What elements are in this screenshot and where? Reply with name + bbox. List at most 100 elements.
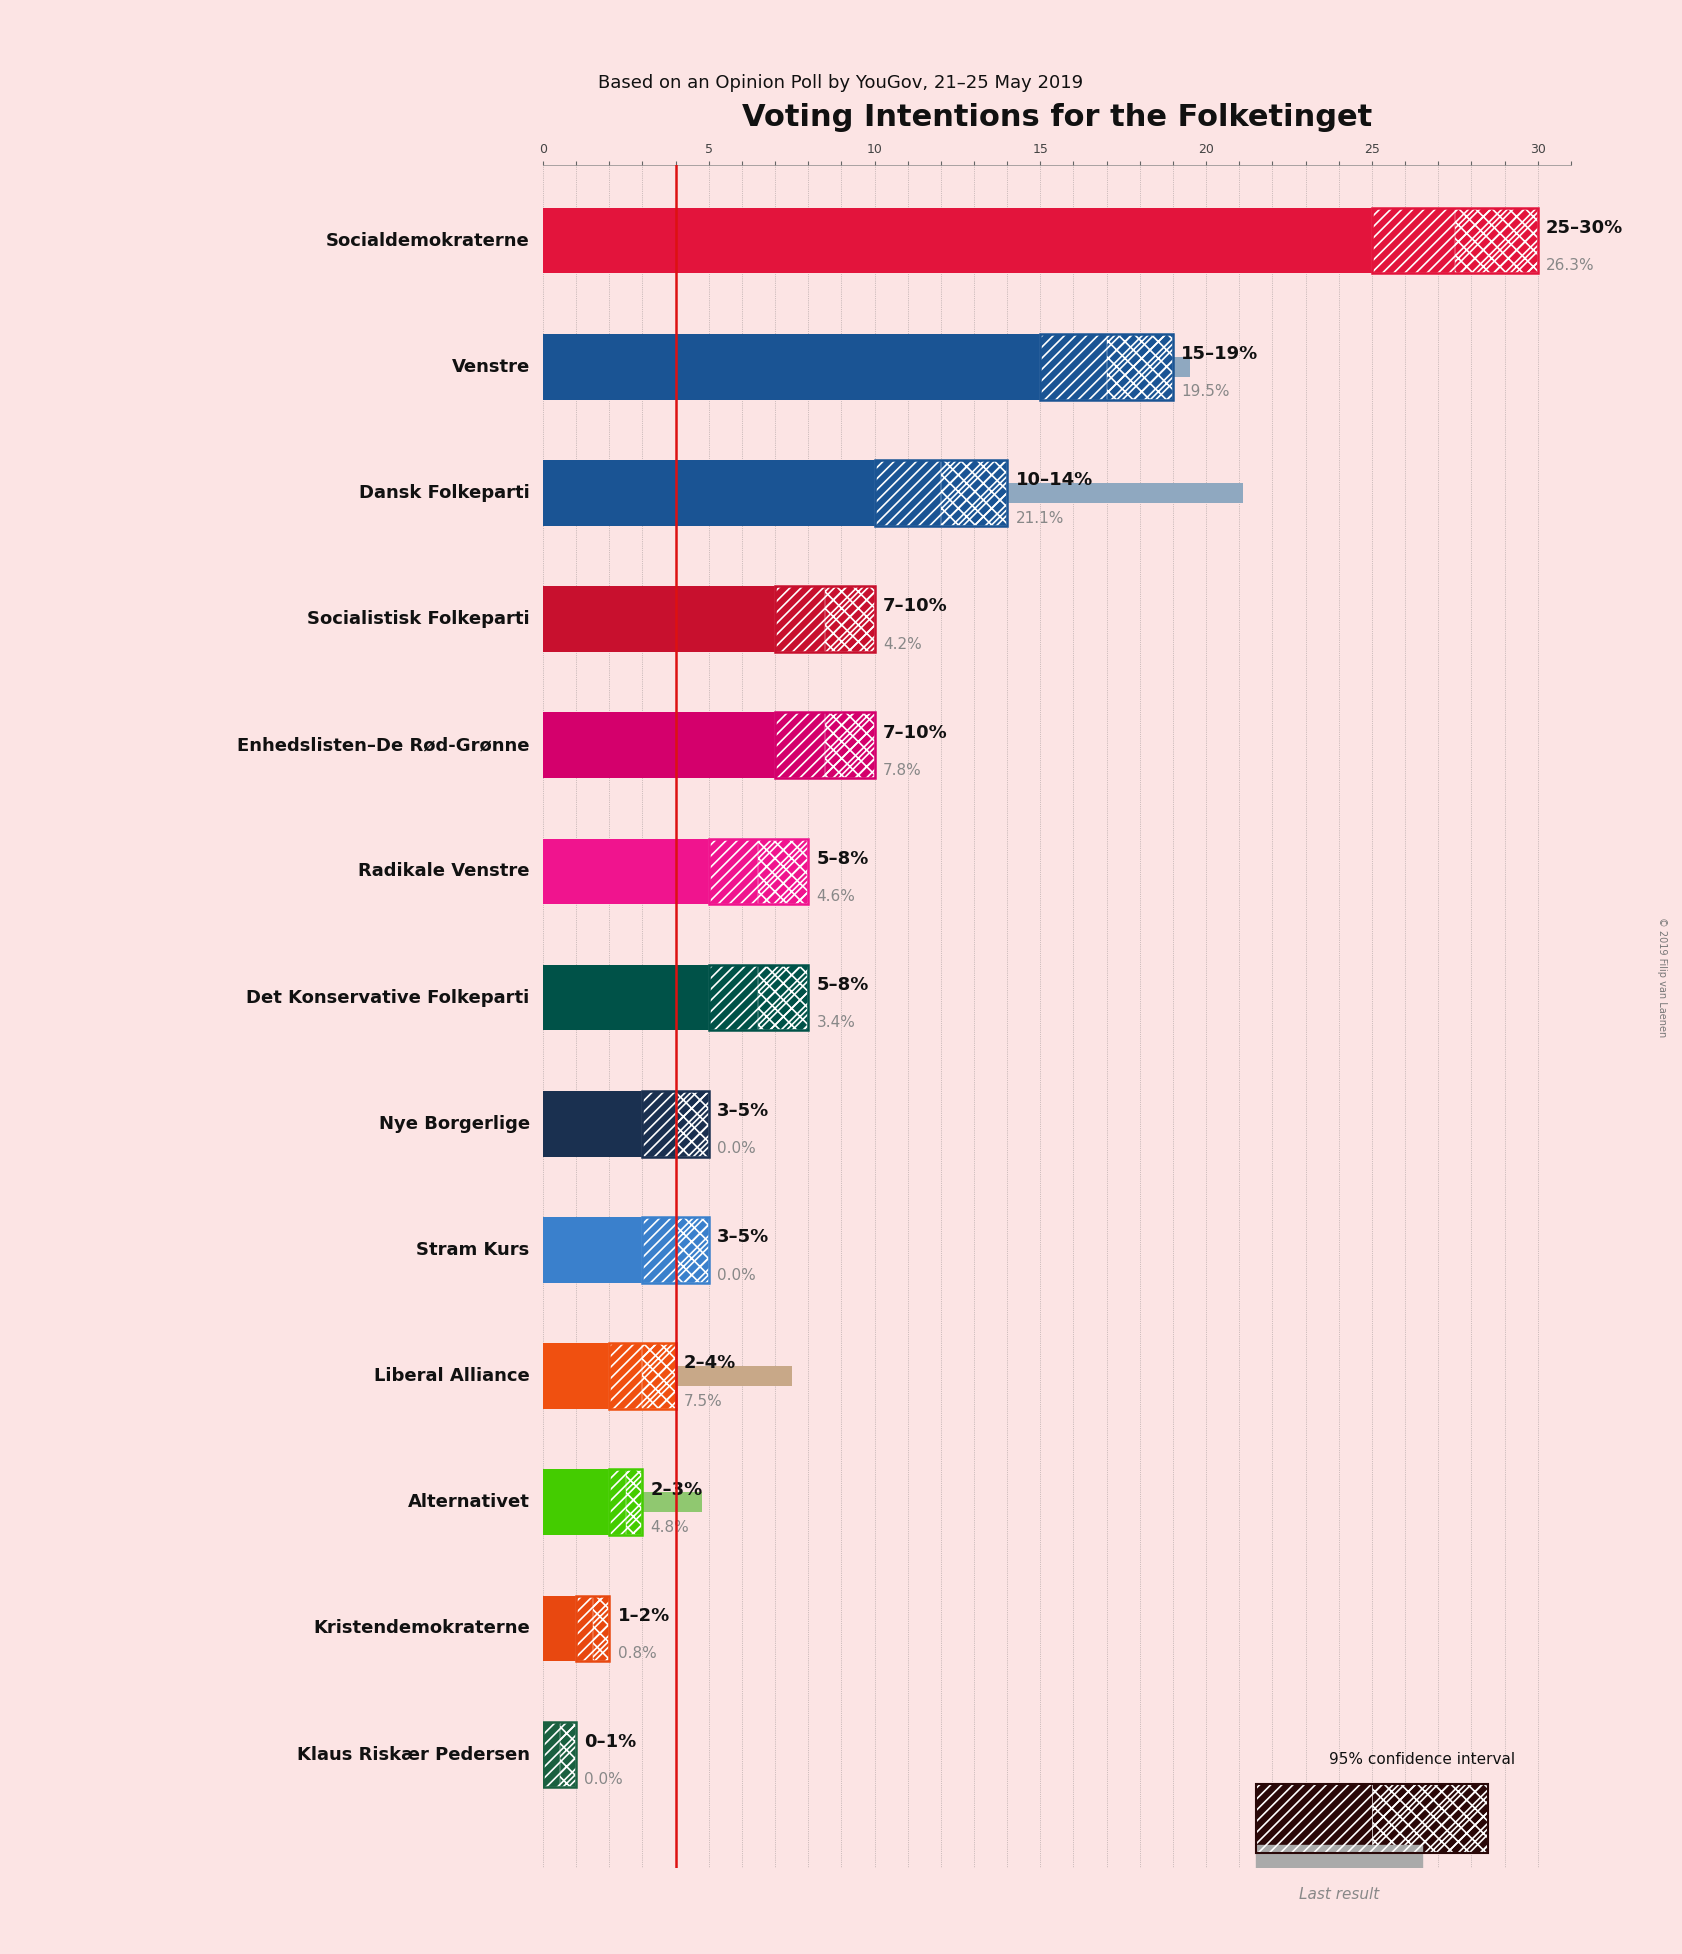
Text: Socialistisk Folkeparti: Socialistisk Folkeparti (308, 610, 530, 627)
Bar (708, 838, 809, 905)
Bar (643, 1090, 708, 1157)
Text: 25–30%: 25–30% (1546, 219, 1623, 236)
Bar (643, 1217, 708, 1282)
Text: Socialdemokraterne: Socialdemokraterne (326, 231, 530, 250)
Text: 4.6%: 4.6% (816, 889, 856, 905)
Bar (609, 1342, 643, 1409)
Text: 2–4%: 2–4% (685, 1354, 737, 1372)
Bar (643, 1090, 708, 1157)
Bar (1041, 334, 1172, 399)
Text: 26.3%: 26.3% (1546, 258, 1595, 274)
Bar (543, 965, 708, 1030)
Bar (643, 1090, 676, 1157)
Bar (577, 1596, 592, 1661)
Text: Venstre: Venstre (451, 358, 530, 375)
Bar (543, 483, 1243, 502)
Text: 4.8%: 4.8% (651, 1520, 690, 1536)
Bar (592, 1596, 609, 1661)
Text: Stram Kurs: Stram Kurs (417, 1241, 530, 1258)
Bar (543, 1493, 701, 1512)
Bar (543, 459, 875, 526)
Text: 2–3%: 2–3% (651, 1481, 703, 1499)
Text: 3–5%: 3–5% (717, 1229, 769, 1247)
Bar (775, 586, 875, 653)
Bar (543, 1721, 560, 1788)
Bar (543, 586, 775, 653)
Bar (1373, 207, 1537, 274)
Text: 3.4%: 3.4% (816, 1016, 856, 1030)
Bar (775, 713, 875, 778)
Bar (708, 838, 759, 905)
Text: 1–2%: 1–2% (617, 1606, 669, 1626)
Text: 5–8%: 5–8% (816, 975, 870, 995)
Bar (676, 1217, 708, 1282)
Bar (875, 459, 1008, 526)
Text: 19.5%: 19.5% (1181, 385, 1230, 399)
Bar (543, 358, 1189, 377)
Bar (543, 1596, 577, 1661)
Bar (543, 231, 1415, 250)
Bar (543, 1090, 643, 1157)
Bar (543, 610, 683, 629)
Text: 0.8%: 0.8% (617, 1645, 656, 1661)
Bar (543, 1618, 570, 1637)
Bar (543, 334, 1041, 399)
Text: 95% confidence interval: 95% confidence interval (1329, 1753, 1515, 1766)
Text: 10–14%: 10–14% (1016, 471, 1093, 488)
Bar (1041, 334, 1107, 399)
Text: 0.0%: 0.0% (717, 1141, 755, 1157)
Text: Det Konservative Folkeparti: Det Konservative Folkeparti (247, 989, 530, 1006)
Text: 0.0%: 0.0% (717, 1268, 755, 1282)
Bar (626, 1469, 643, 1536)
Bar (543, 713, 775, 778)
Text: 7–10%: 7–10% (883, 723, 947, 743)
Text: 3–5%: 3–5% (717, 1102, 769, 1120)
Bar (560, 1721, 577, 1788)
Bar (1256, 1784, 1489, 1852)
Bar (543, 1366, 792, 1385)
Bar (1373, 207, 1537, 274)
Bar (577, 1596, 609, 1661)
Bar (543, 1469, 609, 1536)
Bar (875, 459, 1008, 526)
Bar (708, 965, 809, 1030)
Bar (543, 735, 802, 754)
Bar (759, 965, 809, 1030)
Bar (708, 838, 809, 905)
Text: 7.8%: 7.8% (883, 762, 922, 778)
Bar (775, 586, 875, 653)
Bar (775, 713, 824, 778)
Bar (708, 965, 809, 1030)
Text: Enhedslisten–De Rød-Grønne: Enhedslisten–De Rød-Grønne (237, 737, 530, 754)
Text: Dansk Folkeparti: Dansk Folkeparti (358, 485, 530, 502)
Bar (875, 459, 940, 526)
Bar (577, 1596, 609, 1661)
Bar (543, 1342, 609, 1409)
Title: Voting Intentions for the Folketinget: Voting Intentions for the Folketinget (742, 104, 1373, 133)
Text: 15–19%: 15–19% (1181, 346, 1258, 363)
Text: Last result: Last result (1299, 1888, 1379, 1901)
Text: Based on an Opinion Poll by YouGov, 21–25 May 2019: Based on an Opinion Poll by YouGov, 21–2… (599, 74, 1083, 92)
Text: 5–8%: 5–8% (816, 850, 870, 868)
Text: 0–1%: 0–1% (584, 1733, 637, 1751)
Text: 21.1%: 21.1% (1016, 510, 1063, 526)
Text: Nye Borgerlige: Nye Borgerlige (378, 1116, 530, 1133)
Text: © 2019 Filip van Laenen: © 2019 Filip van Laenen (1657, 916, 1667, 1038)
Bar (643, 1217, 676, 1282)
Bar (1041, 334, 1172, 399)
Text: 0.0%: 0.0% (584, 1772, 622, 1788)
Text: Radikale Venstre: Radikale Venstre (358, 862, 530, 881)
Bar (1256, 1845, 1421, 1868)
Bar (543, 862, 695, 881)
Bar (609, 1469, 626, 1536)
Bar (543, 1721, 577, 1788)
Bar (543, 1721, 577, 1788)
Text: 4.2%: 4.2% (883, 637, 922, 653)
Text: 7.5%: 7.5% (685, 1393, 723, 1409)
Bar (643, 1342, 676, 1409)
Bar (609, 1469, 643, 1536)
Bar (824, 586, 875, 653)
Text: with median: with median (1374, 1788, 1468, 1804)
Bar (708, 965, 759, 1030)
Text: Kristendemokraterne: Kristendemokraterne (313, 1620, 530, 1637)
